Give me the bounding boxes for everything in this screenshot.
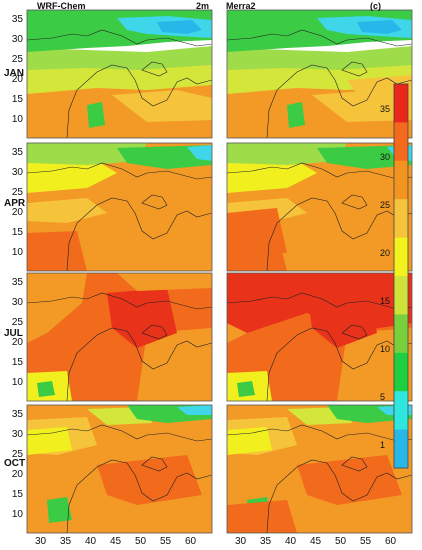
- lat-tick-label: 25: [11, 54, 23, 65]
- colorbar-label: 5: [380, 392, 386, 402]
- colorbar: [393, 83, 409, 469]
- colorbar-segment: [394, 84, 408, 123]
- colorbar-segment: [394, 391, 408, 431]
- lat-tick-label: 20: [11, 337, 23, 348]
- map-apr-wrf: [26, 142, 213, 272]
- map-jul-wrf: [26, 272, 213, 402]
- colorbar-segment: [394, 237, 408, 277]
- lat-tick-label: 30: [11, 34, 23, 45]
- colorbar-segment: [394, 122, 408, 162]
- colorbar-label: 20: [380, 248, 391, 258]
- map-apr-merra2: [226, 142, 413, 272]
- left-panel-level: 2m: [196, 1, 210, 11]
- colorbar-segment: [394, 352, 408, 392]
- map-jan-wrf: [26, 9, 213, 139]
- lon-tick-label: 50: [335, 536, 347, 547]
- lat-tick-label: 30: [11, 429, 23, 440]
- lon-tick-label: 45: [110, 536, 122, 547]
- colorbar-label: 35: [380, 104, 391, 114]
- lat-tick-label: 35: [11, 147, 23, 158]
- colorbar-label: 25: [380, 200, 391, 210]
- lat-tick-label: 10: [11, 377, 23, 388]
- month-label-apr: APR: [4, 198, 26, 209]
- colorbar-segment: [394, 199, 408, 239]
- colorbar-label: 30: [380, 152, 391, 162]
- lat-tick-label: 35: [11, 14, 23, 25]
- lon-tick-label: 35: [60, 536, 72, 547]
- colorbar-segment: [394, 429, 408, 469]
- lat-tick-label: 15: [11, 357, 23, 368]
- colorbar-label: 10: [380, 344, 391, 354]
- lon-tick-label: 55: [360, 536, 372, 547]
- lat-tick-label: 10: [11, 247, 23, 258]
- map-panels: [26, 9, 413, 534]
- month-label-jul: JUL: [4, 328, 23, 339]
- lat-tick-label: 15: [11, 227, 23, 238]
- lon-tick-label: 60: [385, 536, 397, 547]
- lat-tick-label: 15: [11, 94, 23, 105]
- lat-tick-label: 30: [11, 297, 23, 308]
- lat-tick-label: 20: [11, 74, 23, 85]
- lat-tick-label: 15: [11, 489, 23, 500]
- colorbar-segment: [394, 276, 408, 315]
- lon-tick-label: 40: [85, 536, 97, 547]
- map-jul-merra2: [226, 272, 413, 402]
- lat-tick-label: 25: [11, 187, 23, 198]
- right-panel-title: Merra2: [226, 1, 256, 11]
- colorbar-segment: [394, 314, 408, 354]
- lon-tick-label: 30: [35, 536, 47, 547]
- colorbar-label: 1: [380, 440, 386, 450]
- lat-tick-label: 30: [11, 167, 23, 178]
- lat-tick-label: 25: [11, 317, 23, 328]
- lat-tick-label: 25: [11, 449, 23, 460]
- lat-tick-label: 20: [11, 207, 23, 218]
- lat-tick-label: 35: [11, 409, 23, 420]
- lat-tick-label: 10: [11, 509, 23, 520]
- month-label-oct: OCT: [4, 458, 26, 469]
- lon-tick-label: 50: [135, 536, 147, 547]
- map-jan-merra2: [226, 9, 413, 139]
- lon-tick-label: 35: [260, 536, 272, 547]
- right-panel-label: (c): [370, 1, 381, 11]
- lon-tick-label: 30: [235, 536, 247, 547]
- map-oct-merra2: [226, 404, 413, 534]
- lon-tick-label: 60: [185, 536, 197, 547]
- colorbar-segment: [394, 160, 408, 200]
- map-oct-wrf: [26, 404, 213, 534]
- colorbar-label: 15: [380, 296, 391, 306]
- month-label-jan: JAN: [4, 68, 25, 79]
- lon-tick-label: 40: [285, 536, 297, 547]
- left-panel-title: WRF-Chem: [37, 1, 86, 11]
- lon-tick-label: 55: [160, 536, 172, 547]
- lat-tick-label: 35: [11, 277, 23, 288]
- lat-tick-label: 10: [11, 114, 23, 125]
- lat-tick-label: 20: [11, 469, 23, 480]
- lon-tick-label: 45: [310, 536, 322, 547]
